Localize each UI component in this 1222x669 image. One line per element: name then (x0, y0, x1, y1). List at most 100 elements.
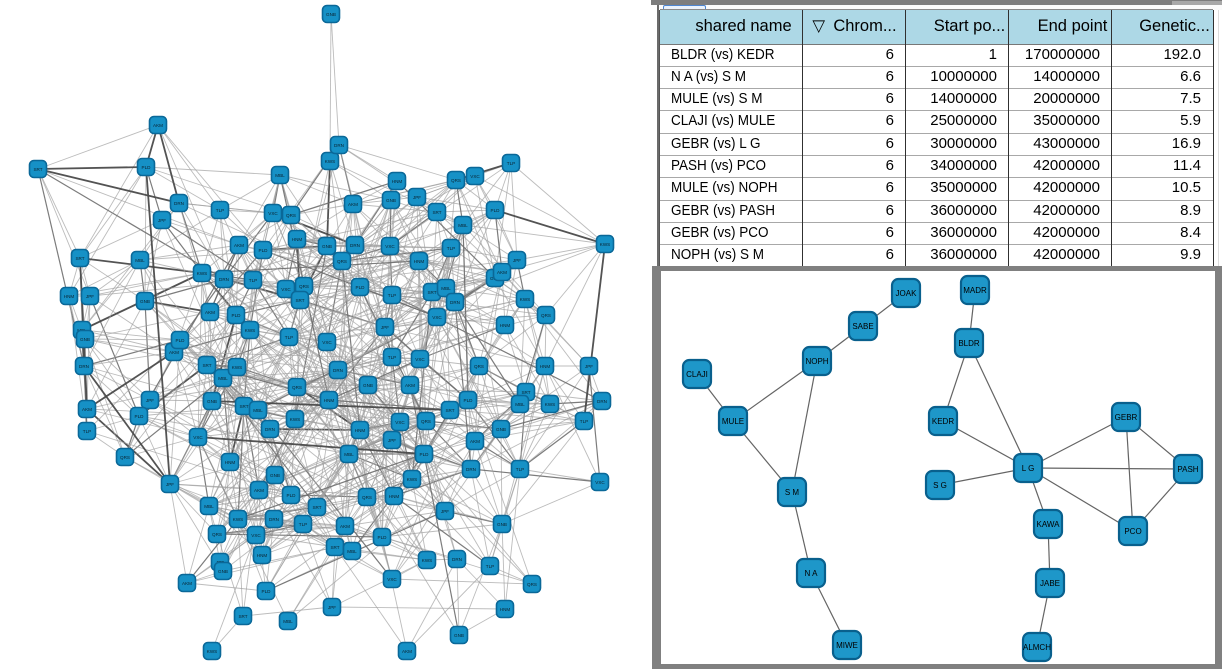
svg-text:JPF: JPF (513, 258, 521, 263)
svg-text:AKM: AKM (234, 243, 244, 248)
svg-text:KWS: KWS (407, 477, 417, 482)
svg-text:QRS: QRS (286, 213, 296, 218)
svg-text:DRN: DRN (219, 277, 229, 282)
svg-text:HNM: HNM (389, 494, 400, 499)
svg-text:VXC: VXC (385, 244, 395, 249)
svg-text:AKM: AKM (497, 270, 507, 275)
svg-text:PLD: PLD (176, 338, 186, 343)
svg-text:DRN: DRN (450, 300, 460, 305)
svg-text:VXC: VXC (322, 340, 332, 345)
svg-text:TLP: TLP (486, 564, 494, 569)
svg-text:QRS: QRS (292, 385, 302, 390)
svg-text:JPF: JPF (158, 218, 166, 223)
svg-text:AKM: AKM (348, 202, 358, 207)
svg-text:HNM: HNM (355, 428, 366, 433)
svg-text:TLP: TLP (580, 419, 588, 424)
svg-text:SRT: SRT (432, 210, 441, 215)
svg-text:GNB: GNB (497, 522, 507, 527)
svg-text:DRN: DRN (350, 243, 360, 248)
svg-text:SRT: SRT (202, 363, 211, 368)
svg-text:MBL: MBL (135, 258, 145, 263)
svg-text:QRS: QRS (362, 495, 372, 500)
svg-text:KWS: KWS (197, 271, 207, 276)
svg-text:DRN: DRN (174, 201, 184, 206)
svg-text:MBL: MBL (253, 408, 263, 413)
svg-text:KEDR: KEDR (932, 417, 954, 426)
svg-text:DRN: DRN (597, 399, 607, 404)
svg-text:TLP: TLP (388, 355, 396, 360)
svg-text:GNB: GNB (326, 12, 336, 17)
svg-text:JPF: JPF (86, 294, 94, 299)
svg-text:AKM: AKM (405, 383, 415, 388)
svg-text:JPF: JPF (388, 438, 396, 443)
svg-text:KWS: KWS (545, 402, 555, 407)
svg-text:MBL: MBL (344, 452, 354, 457)
svg-text:PLD: PLD (287, 493, 297, 498)
svg-text:TLP: TLP (83, 429, 91, 434)
svg-text:AKM: AKM (169, 350, 179, 355)
svg-text:GNB: GNB (270, 473, 280, 478)
svg-text:MBL: MBL (283, 619, 293, 624)
svg-text:JPF: JPF (328, 605, 336, 610)
svg-text:DRN: DRN (452, 557, 462, 562)
svg-text:VXC: VXC (415, 357, 425, 362)
svg-text:DRN: DRN (269, 517, 279, 522)
svg-text:L G: L G (1022, 464, 1035, 473)
svg-text:PLD: PLD (262, 589, 272, 594)
svg-text:PLD: PLD (378, 535, 388, 540)
svg-text:MBL: MBL (218, 376, 228, 381)
svg-text:JPF: JPF (381, 325, 389, 330)
svg-text:SRT: SRT (238, 614, 247, 619)
svg-text:HNM: HNM (500, 323, 511, 328)
svg-text:BLDR: BLDR (958, 339, 980, 348)
svg-text:VXC: VXC (281, 287, 291, 292)
svg-text:KWS: KWS (233, 517, 243, 522)
svg-text:PLD: PLD (232, 313, 242, 318)
svg-text:PLD: PLD (464, 398, 474, 403)
svg-text:MBL: MBL (204, 504, 214, 509)
svg-text:GNB: GNB (363, 383, 373, 388)
svg-text:SABE: SABE (852, 322, 873, 331)
svg-text:KWS: KWS (600, 242, 610, 247)
svg-text:HNM: HNM (414, 259, 425, 264)
svg-text:DRN: DRN (333, 368, 343, 373)
svg-text:MULE: MULE (722, 417, 744, 426)
svg-text:SRT: SRT (75, 256, 84, 261)
svg-text:KWS: KWS (232, 365, 242, 370)
svg-text:JPF: JPF (166, 482, 174, 487)
svg-text:TLP: TLP (516, 467, 524, 472)
svg-text:TLP: TLP (388, 293, 396, 298)
svg-text:GNB: GNB (454, 633, 464, 638)
svg-text:GNB: GNB (140, 299, 150, 304)
svg-text:QRS: QRS (527, 582, 537, 587)
svg-text:DRN: DRN (466, 467, 476, 472)
svg-text:TLP: TLP (285, 335, 293, 340)
svg-text:VXC: VXC (395, 420, 405, 425)
svg-text:AKM: AKM (182, 581, 192, 586)
svg-text:KWS: KWS (245, 328, 255, 333)
svg-text:VXC: VXC (387, 577, 397, 582)
svg-text:N A: N A (805, 569, 819, 578)
svg-text:S M: S M (785, 488, 800, 497)
svg-text:PLD: PLD (491, 208, 501, 213)
svg-text:JPF: JPF (585, 364, 593, 369)
svg-text:PASH: PASH (1177, 465, 1198, 474)
svg-text:AKM: AKM (254, 488, 264, 493)
svg-text:VXC: VXC (251, 533, 261, 538)
svg-text:PLD: PLD (356, 285, 366, 290)
svg-text:GNB: GNB (218, 569, 228, 574)
svg-text:HNM: HNM (392, 179, 403, 184)
svg-text:JOAK: JOAK (896, 289, 918, 298)
svg-text:GEBR: GEBR (1115, 413, 1138, 422)
svg-text:HNM: HNM (257, 553, 268, 558)
svg-text:SRT: SRT (445, 408, 454, 413)
svg-text:KWS: KWS (422, 558, 432, 563)
svg-text:VXC: VXC (268, 211, 278, 216)
svg-text:QRS: QRS (212, 532, 222, 537)
svg-text:AKM: AKM (340, 524, 350, 529)
svg-text:AKM: AKM (153, 123, 163, 128)
svg-text:GNB: GNB (322, 244, 332, 249)
svg-text:KWS: KWS (325, 159, 335, 164)
svg-text:DRN: DRN (265, 427, 275, 432)
svg-text:JPF: JPF (413, 195, 421, 200)
